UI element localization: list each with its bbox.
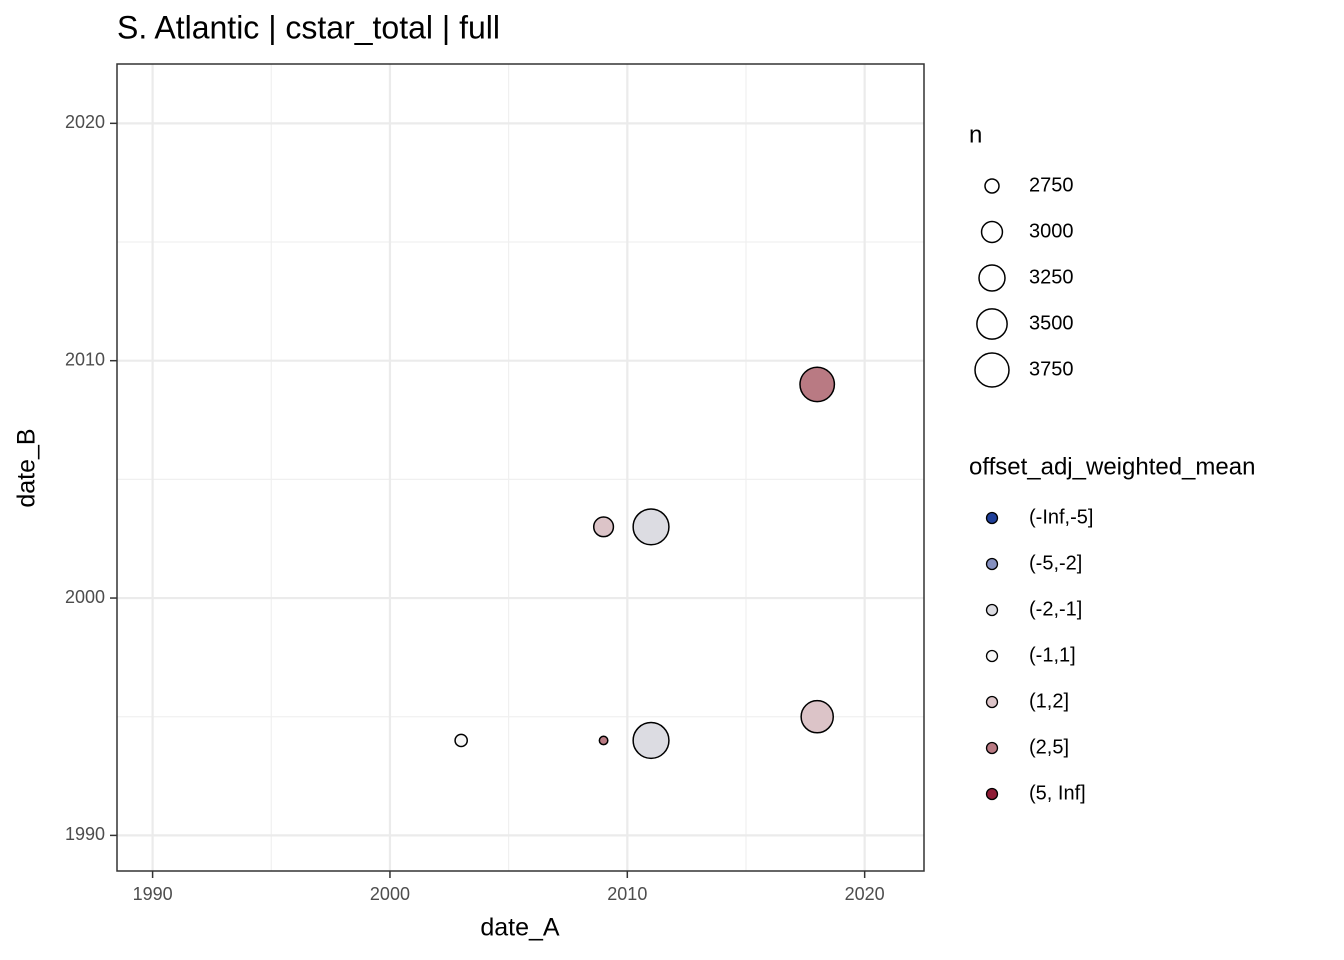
y-axis-title: date_B — [13, 428, 41, 507]
color-legend-key — [985, 603, 999, 617]
bubble — [799, 366, 836, 403]
y-tick-label: 2010 — [65, 349, 105, 369]
color-legend-label: (-1,1] — [1029, 644, 1076, 666]
color-legend-key — [985, 741, 999, 755]
y-tick-label: 2000 — [65, 587, 105, 607]
color-legend-label: (2,5] — [1029, 736, 1069, 758]
color-legend-label: (-Inf,-5] — [1029, 506, 1093, 528]
bubble — [454, 733, 468, 748]
bubble — [592, 516, 615, 538]
bubble — [800, 699, 834, 734]
color-legend-label: (-5,-2] — [1029, 552, 1082, 574]
size-legend-label: 3500 — [1029, 312, 1074, 334]
size-legend-key — [978, 264, 1006, 292]
size-legend-label: 3000 — [1029, 220, 1074, 242]
chart-title: S. Atlantic | cstar_total | full — [117, 9, 500, 45]
size-legend-key — [974, 352, 1010, 388]
x-tick-label: 2010 — [607, 884, 647, 904]
x-tick-label: 1990 — [133, 884, 173, 904]
color-legend-key — [985, 649, 999, 663]
color-legend-title: offset_adj_weighted_mean — [969, 453, 1255, 480]
size-legend-label: 3750 — [1029, 358, 1074, 380]
color-legend-key — [985, 695, 999, 709]
size-legend-key — [984, 178, 1000, 194]
panel-border — [116, 63, 925, 872]
color-legend-key — [985, 557, 999, 571]
size-legend-key — [976, 308, 1008, 340]
color-legend-key — [985, 787, 999, 801]
x-tick-label: 2000 — [370, 884, 410, 904]
color-legend-label: (5, Inf] — [1029, 782, 1086, 804]
size-legend-key — [980, 220, 1004, 244]
bubble — [632, 508, 670, 546]
y-tick-label: 1990 — [65, 824, 105, 844]
color-legend-key — [985, 511, 999, 525]
color-legend-label: (-2,-1] — [1029, 598, 1082, 620]
bubble — [598, 735, 609, 746]
size-legend-label: 2750 — [1029, 174, 1074, 196]
color-legend-label: (1,2] — [1029, 690, 1069, 712]
size-legend-title: n — [969, 121, 982, 148]
x-axis-title: date_A — [480, 914, 560, 942]
x-tick-label: 2020 — [845, 884, 885, 904]
bubble — [632, 721, 670, 760]
size-legend-label: 3250 — [1029, 266, 1074, 288]
y-tick-label: 2020 — [65, 112, 105, 132]
